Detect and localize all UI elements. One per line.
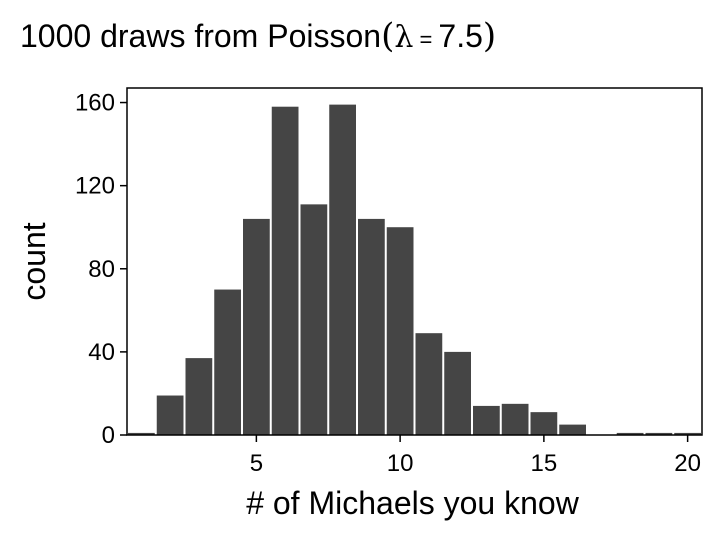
bar-6 (271, 106, 299, 436)
bar-8 (329, 104, 356, 436)
bar-12 (444, 351, 471, 435)
bar-16 (559, 424, 586, 435)
bar-15 (530, 412, 558, 435)
x-tick-label: 10 (387, 450, 414, 477)
y-tick-label: 0 (102, 422, 115, 449)
x-tick-label: 20 (674, 450, 701, 477)
y-tick-label: 40 (88, 339, 115, 366)
bar-19 (645, 432, 673, 435)
bar-2 (156, 395, 184, 435)
x-tick-label: 15 (531, 450, 558, 477)
title-value: 7.5 (438, 18, 483, 54)
bar-18 (616, 432, 644, 435)
y-axis-label: count (16, 222, 52, 300)
y-axis-ticks: 0 40 80 120 160 (75, 90, 127, 449)
bar-1 (128, 432, 155, 435)
plot-frame (126, 87, 703, 436)
bar-9 (358, 218, 385, 435)
title-paren-open: ( (381, 16, 395, 56)
bar-13 (473, 405, 500, 435)
chart-title: 1000 draws from Poisson(λ = 7.5) (20, 16, 496, 56)
bar-3 (185, 358, 213, 435)
title-lambda: λ (394, 20, 414, 55)
x-axis-ticks: 5 10 15 20 (250, 435, 701, 477)
x-axis-label: # of Michaels you know (246, 485, 580, 521)
bar-5 (243, 218, 270, 435)
bar-10 (386, 227, 414, 435)
bar-11 (415, 333, 443, 435)
bar-4 (214, 289, 241, 435)
bar-7 (300, 204, 328, 435)
bar-14 (501, 403, 529, 435)
y-tick-label: 160 (75, 90, 115, 117)
title-equals: = (413, 27, 439, 52)
title-prefix: 1000 draws from Poisson (20, 18, 382, 54)
bar-20 (674, 432, 701, 435)
y-tick-label: 120 (75, 173, 115, 200)
title-paren-close: ) (482, 16, 497, 56)
bars-group (128, 104, 701, 436)
y-tick-label: 80 (88, 256, 115, 283)
x-tick-label: 5 (250, 450, 263, 477)
